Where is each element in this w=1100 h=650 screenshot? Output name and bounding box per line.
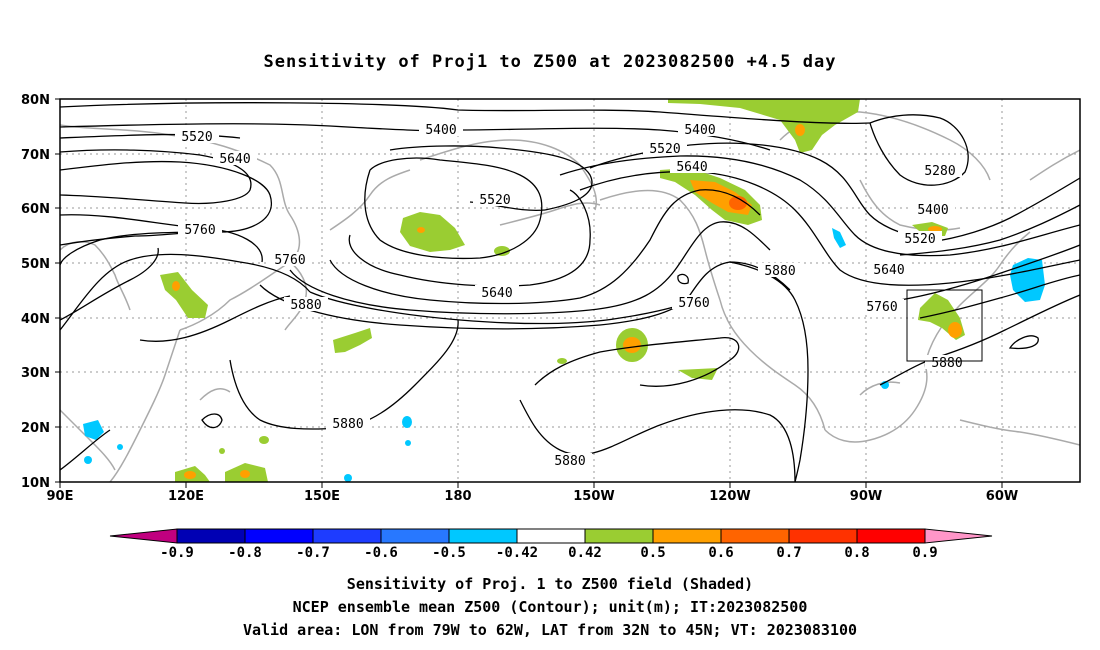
colorbar-cell (924, 528, 993, 544)
colorbar-cell (380, 528, 450, 544)
contour-label: 5640 (670, 159, 714, 175)
colorbar-cell (856, 528, 926, 544)
lat-tick-label: 80N (21, 93, 50, 108)
lon-tick-label: 120W (709, 489, 750, 504)
lat-tick-label: 30N (21, 366, 50, 381)
colorbar-label: 0.5 (640, 545, 665, 561)
contour-label: 5880 (548, 453, 592, 469)
lon-tick-label: 60W (986, 489, 1018, 504)
contour-label: 5520 (473, 192, 517, 208)
svg-text:5880: 5880 (764, 264, 795, 279)
contour-label: 5640 (213, 151, 257, 167)
colorbar-cell (516, 528, 586, 544)
z500-contours (60, 102, 1080, 482)
colorbar: -0.9 -0.8 -0.7 -0.6 -0.5 -0.42 0.42 0.5 … (109, 528, 993, 561)
contour-label: 5880 (925, 355, 969, 371)
colorbar-cell (109, 528, 178, 544)
svg-text:5400: 5400 (425, 123, 456, 138)
svg-text:5280: 5280 (924, 164, 955, 179)
coastlines (60, 111, 1080, 482)
svg-text:5400: 5400 (684, 123, 715, 138)
caption-line-1: Sensitivity of Proj. 1 to Z500 field (Sh… (347, 575, 753, 593)
figure-title: Sensitivity of Proj1 to Z500 at 20230825… (264, 52, 837, 72)
svg-text:5640: 5640 (481, 286, 512, 301)
lat-tick-label: 50N (21, 257, 50, 272)
svg-text:5640: 5640 (873, 263, 904, 278)
lat-tick-label: 20N (21, 421, 50, 436)
colorbar-label: -0.6 (364, 545, 398, 561)
lat-tick-label: 60N (21, 202, 50, 217)
contour-label: 5760 (860, 299, 904, 315)
colorbar-cell (244, 528, 314, 544)
colorbar-cell (788, 528, 858, 544)
contour-label: 5400 (419, 122, 463, 138)
contour-label: 5640 (867, 262, 911, 278)
svg-text:5400: 5400 (917, 203, 948, 218)
colorbar-label: -0.7 (296, 545, 330, 561)
map-frame (59, 98, 1081, 483)
lon-tick-label: 150E (304, 489, 340, 504)
lon-tick-label: 150W (573, 489, 614, 504)
colorbar-label: 0.9 (912, 545, 937, 561)
contour-label: 5880 (758, 263, 802, 279)
colorbar-label: 0.8 (844, 545, 869, 561)
contour-label: 5880 (326, 416, 370, 432)
contour-labels: 5400 5400 5520 5520 5640 5640 5520 5280 … (175, 122, 969, 469)
svg-text:5760: 5760 (678, 296, 709, 311)
svg-text:5640: 5640 (219, 152, 250, 167)
svg-text:5520: 5520 (181, 130, 212, 145)
colorbar-cell (448, 528, 518, 544)
sensitivity-shading (83, 99, 1045, 482)
colorbar-label: 0.7 (776, 545, 801, 561)
colorbar-label: -0.5 (432, 545, 466, 561)
contour-label: 5520 (643, 141, 687, 157)
colorbar-label: -0.42 (496, 545, 538, 561)
svg-text:5760: 5760 (866, 300, 897, 315)
svg-text:5520: 5520 (904, 232, 935, 247)
svg-text:5520: 5520 (479, 193, 510, 208)
svg-text:5880: 5880 (332, 417, 363, 432)
contour-label: 5640 (475, 285, 519, 301)
lat-tick-label: 10N (21, 476, 50, 491)
caption: Sensitivity of Proj. 1 to Z500 field (Sh… (243, 575, 857, 639)
lon-tick-label: 90E (47, 489, 74, 504)
svg-text:5880: 5880 (290, 298, 321, 313)
contour-label: 5760 (268, 252, 312, 268)
colorbar-cell (176, 528, 246, 544)
lon-tick-label: 180 (444, 489, 471, 504)
lat-tick-label: 70N (21, 148, 50, 163)
contour-label: 5760 (672, 295, 716, 311)
colorbar-label: -0.9 (160, 545, 194, 561)
svg-text:5640: 5640 (676, 160, 707, 175)
svg-text:5880: 5880 (554, 454, 585, 469)
lon-axis: 90E 120E 150E 180 150W 120W 90W 60W (47, 482, 1018, 504)
contour-label: 5760 (178, 222, 222, 238)
colorbar-cell (584, 528, 654, 544)
map-area: 5400 5400 5520 5520 5640 5640 5520 5280 … (60, 99, 1080, 482)
colorbar-label: 0.6 (708, 545, 733, 561)
contour-label: 5400 (678, 122, 722, 138)
lat-tick-label: 40N (21, 312, 50, 327)
colorbar-cell (652, 528, 722, 544)
contour-label: 5280 (918, 163, 962, 179)
lon-tick-label: 120E (168, 489, 204, 504)
contour-label: 5520 (898, 231, 942, 247)
contour-label: 5880 (284, 297, 328, 313)
valid-area-box (906, 289, 983, 362)
svg-text:5760: 5760 (184, 223, 215, 238)
colorbar-label: -0.8 (228, 545, 262, 561)
svg-text:5880: 5880 (931, 356, 962, 371)
caption-line-3: Valid area: LON from 79W to 62W, LAT fro… (243, 621, 857, 639)
contour-label: 5520 (175, 129, 219, 145)
colorbar-label: 0.42 (568, 545, 602, 561)
svg-text:5760: 5760 (274, 253, 305, 268)
colorbar-cell (720, 528, 790, 544)
caption-line-2: NCEP ensemble mean Z500 (Contour); unit(… (293, 598, 808, 616)
contour-label: 5400 (911, 202, 955, 218)
lat-axis: 80N 70N 60N 50N 40N 30N 20N 10N (21, 93, 60, 491)
svg-text:5520: 5520 (649, 142, 680, 157)
colorbar-cell (312, 528, 382, 544)
lon-tick-label: 90W (850, 489, 882, 504)
